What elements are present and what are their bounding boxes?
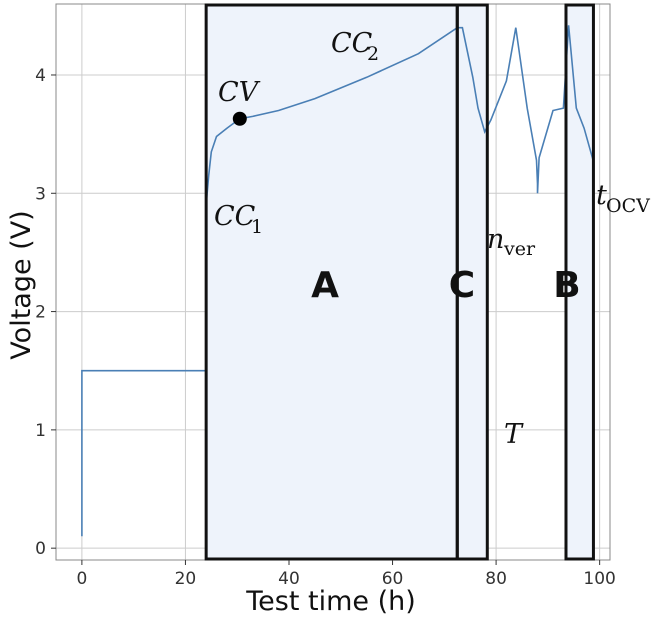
svg-text:OCV: OCV <box>606 195 650 217</box>
svg-text:CV: CV <box>218 77 261 108</box>
svg-text:t: t <box>596 180 607 211</box>
svg-text:1: 1 <box>251 216 263 238</box>
region-a-fill <box>206 5 458 559</box>
svg-text:T: T <box>504 419 524 450</box>
series-line <box>81 25 595 537</box>
svg-text:2: 2 <box>367 43 379 65</box>
svg-text:CC: CC <box>214 201 256 232</box>
annotation-cc2: CC 2 <box>331 28 379 65</box>
x-tick-label: 0 <box>76 569 87 589</box>
x-ticks: 0 20 40 60 80 100 <box>76 560 616 589</box>
annotation-nver: n ver <box>487 224 536 260</box>
svg-text:n: n <box>487 224 504 255</box>
region-c-fill <box>457 5 488 559</box>
x-tick-label: 20 <box>175 569 197 589</box>
y-tick-label: 4 <box>35 66 46 86</box>
svg-text:ver: ver <box>503 238 536 260</box>
region-borders <box>204 3 595 561</box>
annotation-tocv: t OCV <box>596 180 650 217</box>
cv-marker <box>232 111 247 126</box>
x-axis-label: Test time (h) <box>245 586 416 617</box>
region-c-border <box>455 3 489 561</box>
y-tick-label: 2 <box>35 303 46 323</box>
x-tick-label: 100 <box>583 569 615 589</box>
region-b-fill <box>565 5 594 559</box>
x-tick-label: 40 <box>278 569 300 589</box>
y-tick-label: 3 <box>35 184 46 204</box>
x-tick-label: 80 <box>485 569 507 589</box>
y-tick-label: 1 <box>35 421 46 441</box>
region-label-c: C <box>449 265 475 306</box>
y-tick-label: 0 <box>35 539 46 559</box>
annotation-cc1: CC 1 <box>214 201 263 238</box>
svg-text:CC: CC <box>331 28 373 59</box>
y-axis-label: Voltage (V) <box>6 210 37 359</box>
region-label-b: B <box>553 265 580 306</box>
x-tick-label: 60 <box>382 569 404 589</box>
y-ticks: 0 1 2 3 4 <box>35 66 56 559</box>
region-label-a: A <box>311 265 339 306</box>
regions <box>206 5 594 559</box>
annotation-cv: CV <box>218 77 261 108</box>
region-b-border <box>564 3 595 561</box>
annotation-t: T <box>504 419 524 450</box>
